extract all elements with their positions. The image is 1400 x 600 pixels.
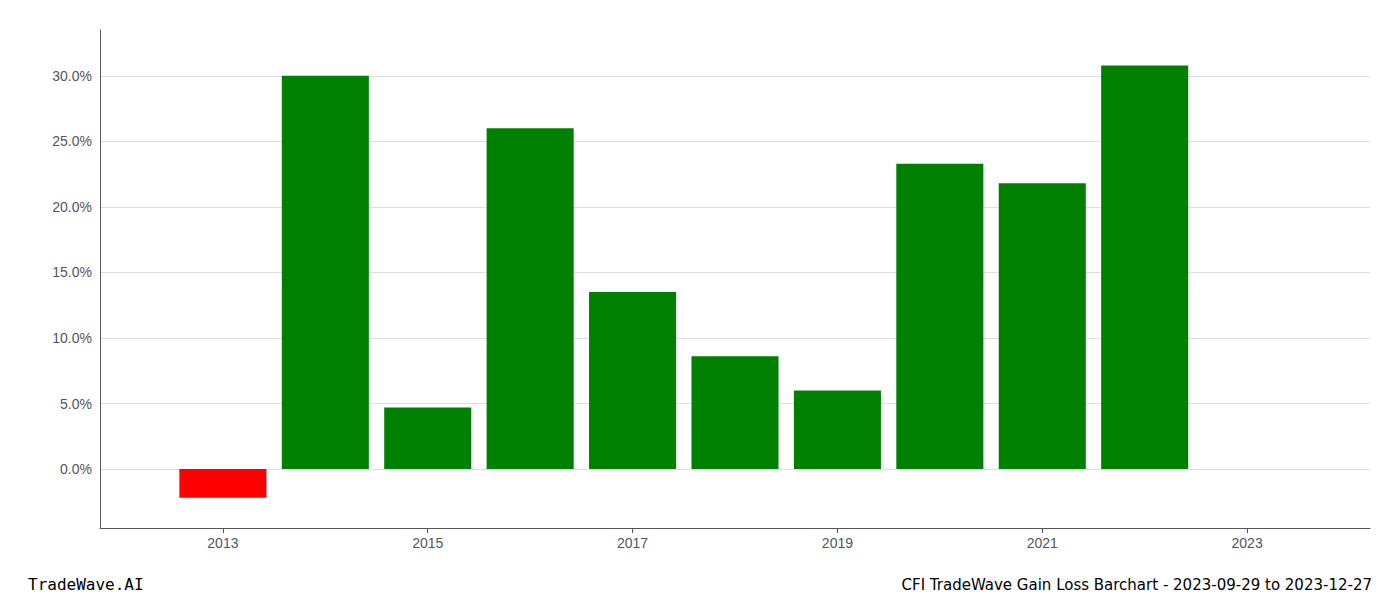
svg-text:2017: 2017: [617, 535, 648, 551]
svg-text:2013: 2013: [207, 535, 238, 551]
svg-text:5.0%: 5.0%: [60, 396, 92, 412]
svg-text:2021: 2021: [1027, 535, 1058, 551]
svg-text:CFI TradeWave Gain Loss Barcha: CFI TradeWave Gain Loss Barchart - 2023-…: [902, 576, 1372, 594]
svg-text:10.0%: 10.0%: [52, 330, 92, 346]
svg-text:2015: 2015: [412, 535, 443, 551]
svg-text:25.0%: 25.0%: [52, 133, 92, 149]
svg-text:15.0%: 15.0%: [52, 264, 92, 280]
svg-text:30.0%: 30.0%: [52, 68, 92, 84]
svg-text:2023: 2023: [1232, 535, 1263, 551]
svg-text:0.0%: 0.0%: [60, 461, 92, 477]
svg-text:2019: 2019: [822, 535, 853, 551]
svg-text:20.0%: 20.0%: [52, 199, 92, 215]
svg-text:TradeWave.AI: TradeWave.AI: [28, 575, 144, 594]
